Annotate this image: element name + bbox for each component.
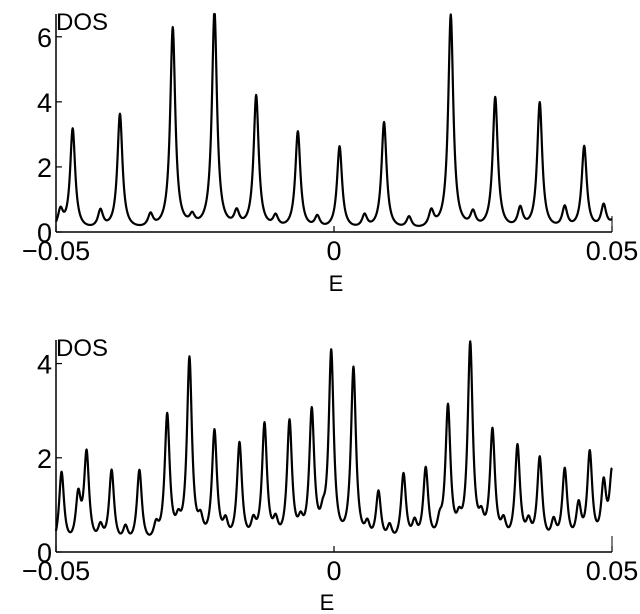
bottom-dos-line	[54, 340, 613, 536]
bottom-x-tick-label: −0.05	[22, 556, 90, 586]
top-axes	[55, 14, 613, 233]
bottom-dos-panel: 024−0.05 0 0.05 DOS E	[22, 335, 638, 614]
bottom-x-tick-label: 0	[326, 556, 341, 586]
bottom-y-tick-label: 4	[37, 350, 52, 380]
bottom-x-tick-label: 0.05	[586, 556, 639, 586]
top-x-tick-label: −0.05	[22, 236, 90, 266]
bottom-y-tick-label: 0	[37, 538, 52, 568]
top-x-tick-label: 0.05	[586, 236, 639, 266]
top-x-axis-label: E	[329, 271, 344, 296]
top-y-tick-label: 4	[37, 88, 52, 118]
top-x-tick-label: 0	[326, 236, 341, 266]
top-y-tick-label: 0	[37, 218, 52, 248]
top-dos-line	[54, 12, 613, 227]
top-y-tick-label: 2	[37, 153, 52, 183]
top-y-axis-label: DOS	[56, 9, 108, 36]
bottom-tick-labels: 024−0.05 0 0.05	[22, 350, 638, 586]
top-y-tick-label: 6	[37, 23, 52, 53]
bottom-y-axis-label: DOS	[56, 335, 108, 362]
bottom-y-tick-label: 2	[37, 444, 52, 474]
bottom-x-axis-label: E	[320, 590, 335, 614]
bottom-axes	[55, 340, 613, 553]
